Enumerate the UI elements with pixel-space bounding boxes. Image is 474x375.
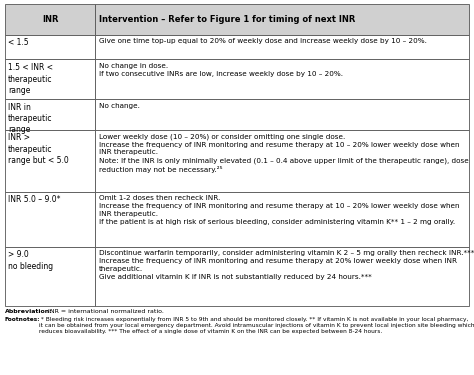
Bar: [5, 4, 95, 34]
Text: Omit 1-2 doses then recheck INR.
Increase the frequency of INR monitoring and re: Omit 1-2 doses then recheck INR. Increas…: [99, 195, 459, 225]
Bar: [95, 99, 469, 130]
Text: No change.: No change.: [99, 102, 139, 108]
Text: INR 5.0 – 9.0*: INR 5.0 – 9.0*: [8, 195, 61, 204]
Bar: [95, 246, 469, 306]
Text: Give one time top-up equal to 20% of weekly dose and increase weekly dose by 10 : Give one time top-up equal to 20% of wee…: [99, 38, 427, 44]
Bar: [95, 130, 469, 192]
Bar: [95, 192, 469, 246]
Text: Intervention – Refer to Figure 1 for timing of next INR: Intervention – Refer to Figure 1 for tim…: [99, 15, 355, 24]
Text: INR = international normalized ratio.: INR = international normalized ratio.: [46, 309, 164, 314]
Text: INR >
therapeutic
range but < 5.0: INR > therapeutic range but < 5.0: [8, 134, 69, 165]
Bar: [5, 130, 95, 192]
Text: < 1.5: < 1.5: [8, 38, 29, 47]
Bar: [5, 192, 95, 246]
Text: 1.5 < INR <
therapeutic
range: 1.5 < INR < therapeutic range: [8, 63, 53, 95]
Bar: [95, 4, 469, 34]
Text: * Bleeding risk increases exponentially from INR 5 to 9th and should be monitore: * Bleeding risk increases exponentially …: [39, 317, 474, 334]
Text: Discontinue warfarin temporarily, consider administering vitamin K 2 – 5 mg oral: Discontinue warfarin temporarily, consid…: [99, 250, 474, 279]
Text: Lower weekly dose (10 – 20%) or consider omitting one single dose.
Increase the : Lower weekly dose (10 – 20%) or consider…: [99, 134, 468, 173]
Text: INR: INR: [42, 15, 58, 24]
Bar: [95, 59, 469, 99]
Bar: [5, 99, 95, 130]
Bar: [5, 246, 95, 306]
Text: INR in
therapeutic
range: INR in therapeutic range: [8, 102, 53, 135]
Bar: [95, 34, 469, 59]
Text: No change in dose.
If two consecutive INRs are low, increase weekly dose by 10 –: No change in dose. If two consecutive IN…: [99, 63, 343, 77]
Text: > 9.0
no bleeding: > 9.0 no bleeding: [8, 250, 53, 271]
Text: Abbreviation:: Abbreviation:: [5, 309, 53, 314]
Bar: [5, 34, 95, 59]
Text: Footnotes:: Footnotes:: [5, 317, 40, 322]
Bar: [5, 59, 95, 99]
